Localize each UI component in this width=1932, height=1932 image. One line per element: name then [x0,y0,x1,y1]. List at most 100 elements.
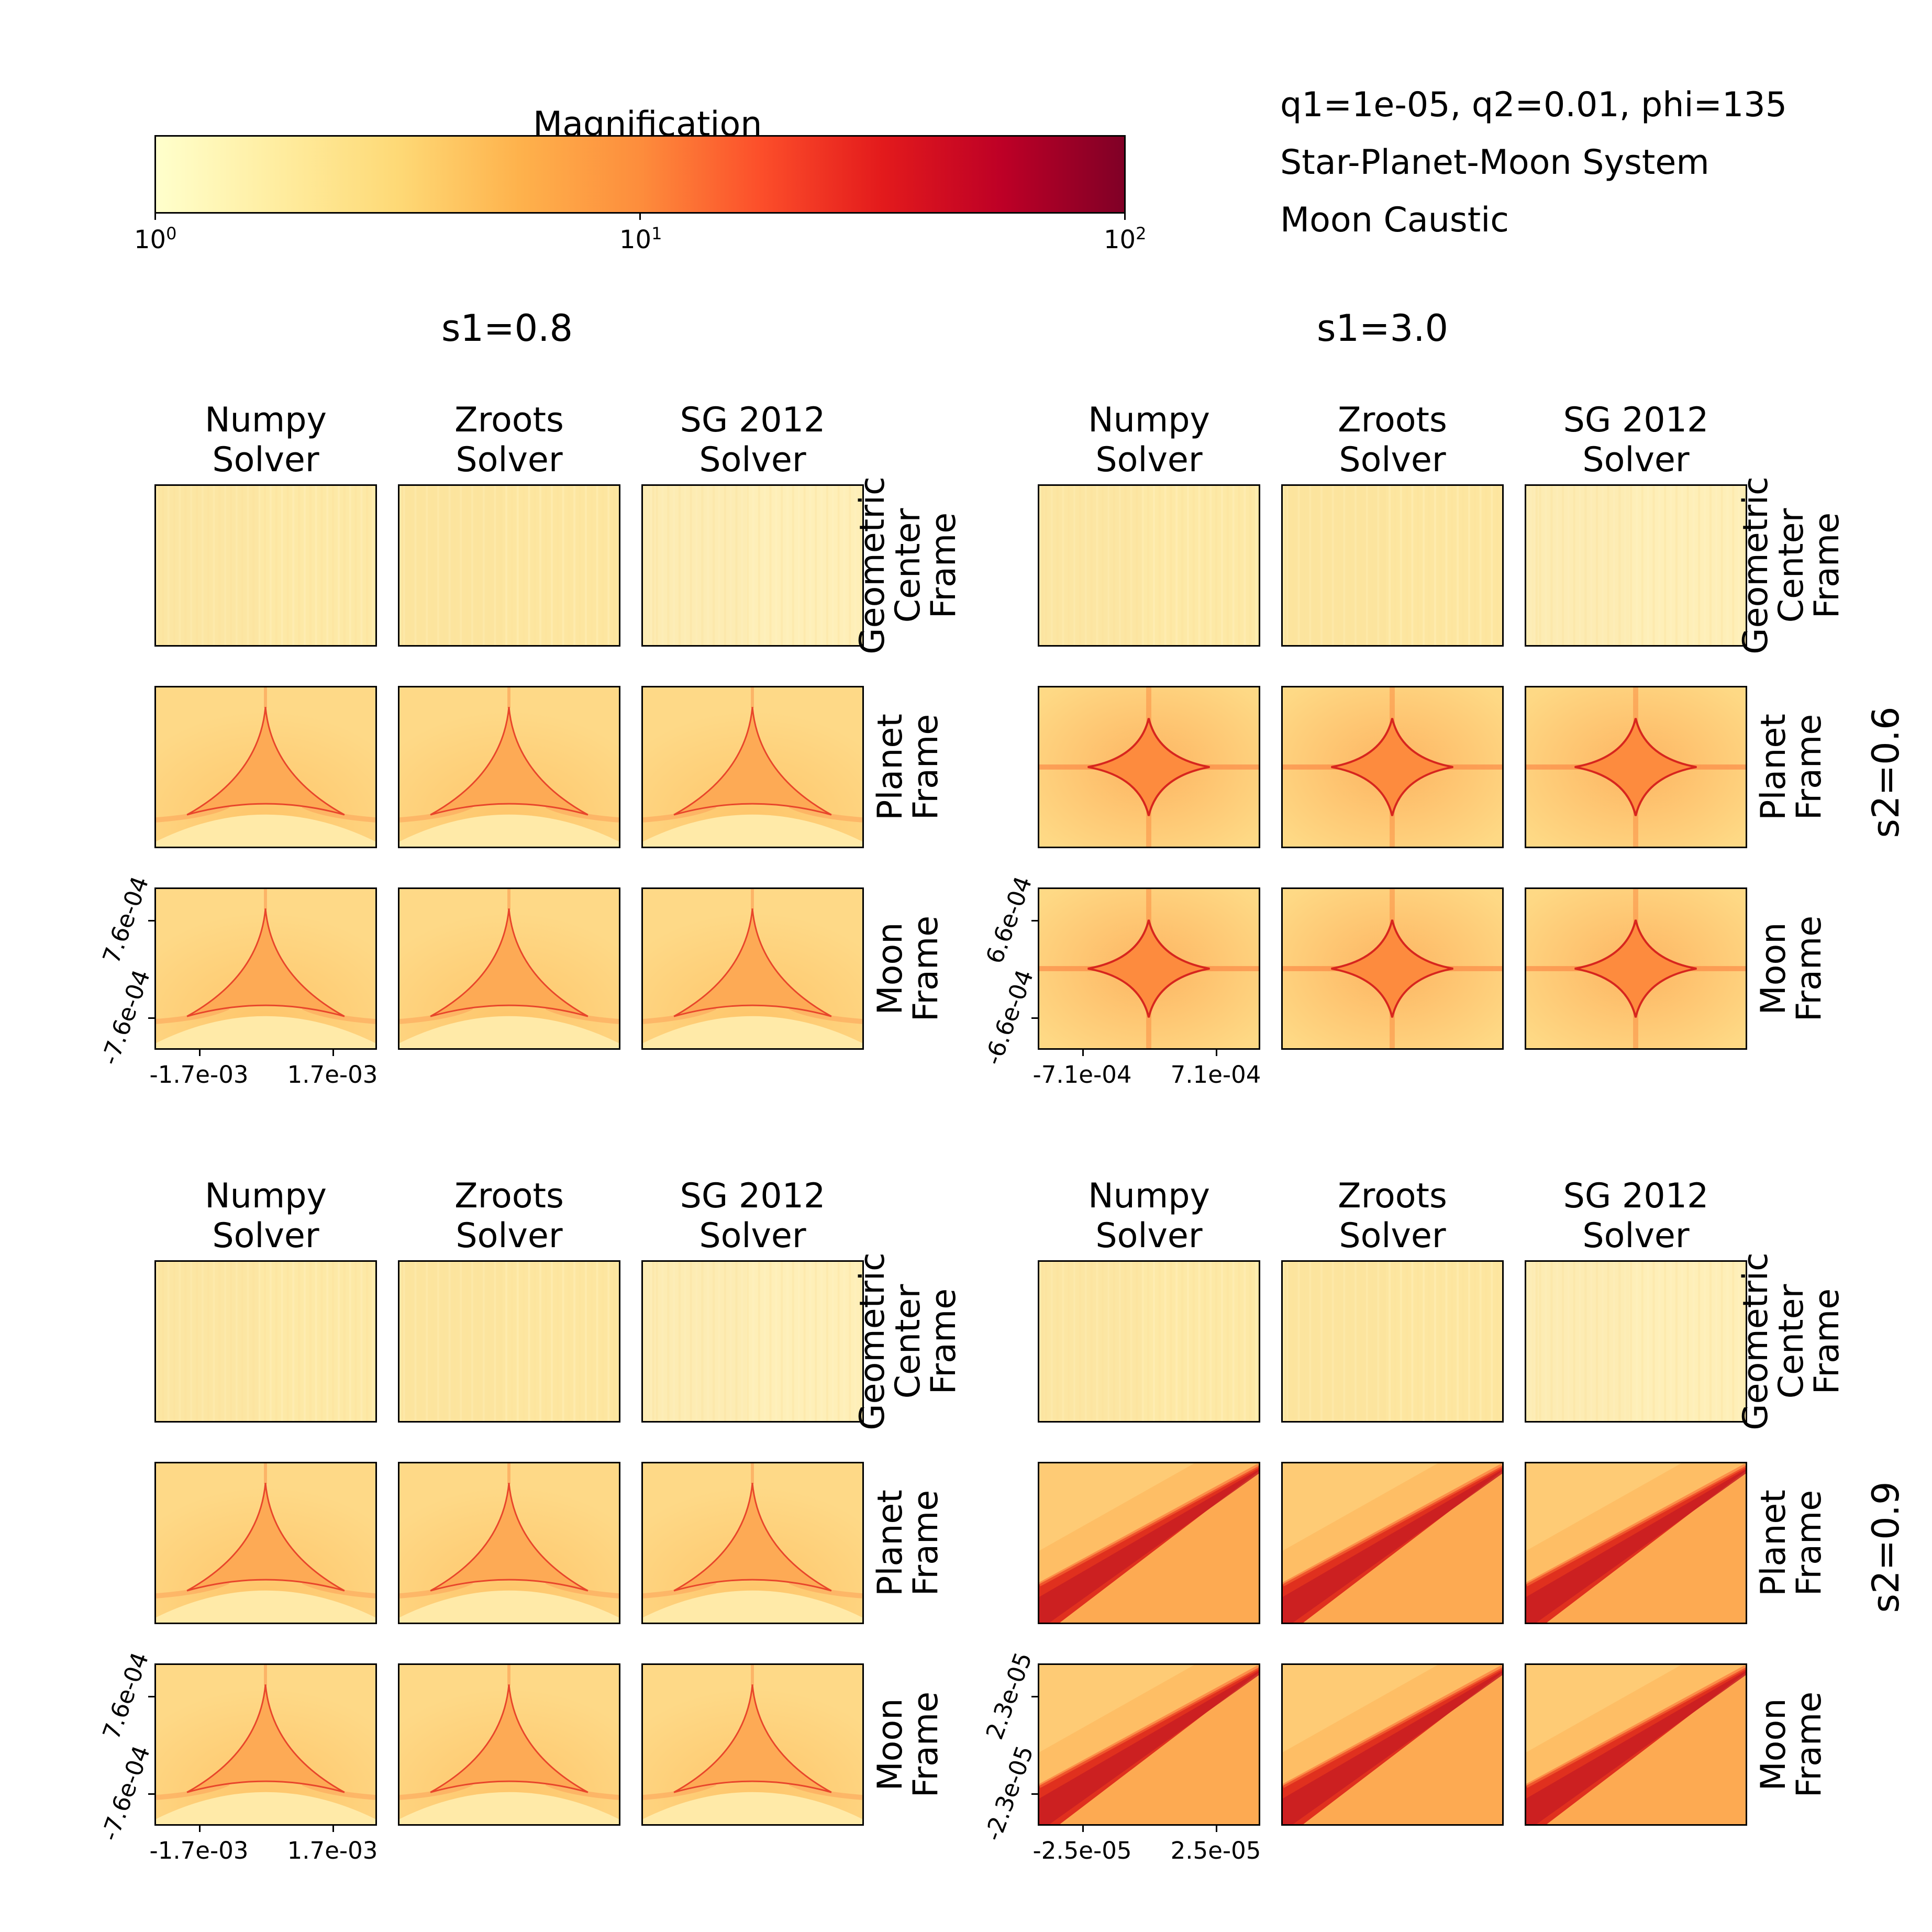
block-s1-0.8-s2-0.9-x-tick-mark-0 [199,1826,201,1832]
block-s1-3.0-s2-0.9-solver-title-1: Zroots Solver [1338,1176,1447,1256]
block-s1-0.8-s2-0.6-planet-panel-1 [398,686,620,848]
column-title-s1-0.8: s1=0.8 [441,307,573,350]
block-s1-3.0-s2-0.6-planet-panel-1 [1281,686,1504,848]
block-s1-3.0-s2-0.6-moon-panel-2 [1525,887,1747,1050]
block-s1-3.0-s2-0.9-geometric-panel-2 [1525,1260,1747,1423]
block-s1-3.0-s2-0.6-solver-title-1: Zroots Solver [1338,401,1447,480]
row-title-s2-0.9: s2=0.9 [1864,1481,1907,1613]
block-s1-0.8-s2-0.9-geometric-panel-0 [154,1260,377,1423]
block-s1-3.0-s2-0.9-planet-panel-2 [1525,1462,1747,1624]
block-s1-3.0-s2-0.6-frame-label-geometric: Geometric Center Frame [1736,476,1847,654]
block-s1-0.8-s2-0.6-solver-title-2: SG 2012 Solver [680,401,826,480]
block-s1-0.8-s2-0.6-y-tick-mark-0 [148,920,154,921]
block-s1-0.8-s2-0.9-frame-label-moon: Moon Frame [871,1691,946,1798]
colorbar-tick-100: 102 [1104,224,1147,254]
block-s1-0.8-s2-0.6-solver-title-0: Numpy Solver [205,401,327,480]
block-s1-0.8-s2-0.9-moon-panel-0 [154,1663,377,1826]
row-title-s2-0.6: s2=0.6 [1864,706,1907,838]
block-s1-3.0-s2-0.9-frame-label-moon: Moon Frame [1754,1691,1829,1798]
block-s1-3.0-s2-0.6-solver-title-0: Numpy Solver [1088,401,1210,480]
block-s1-0.8-s2-0.9-solver-title-1: Zroots Solver [454,1176,564,1256]
block-s1-3.0-s2-0.9-y-tick-mark-0 [1031,1696,1038,1697]
block-s1-3.0-s2-0.6-planet-panel-0 [1038,686,1260,848]
block-s1-3.0-s2-0.6-solver-title-2: SG 2012 Solver [1563,401,1709,480]
block-s1-0.8-s2-0.9-frame-label-geometric: Geometric Center Frame [853,1252,963,1430]
block-s1-3.0-s2-0.9-moon-panel-1 [1281,1663,1504,1826]
block-s1-3.0-s2-0.6-x-tick-label-1: 7.1e-04 [1170,1061,1261,1089]
block-s1-0.8-s2-0.6-geometric-panel-2 [641,484,864,647]
block-s1-3.0-s2-0.9-moon-panel-2 [1525,1663,1747,1826]
info-params: q1=1e-05, q2=0.01, phi=135 [1280,85,1787,125]
block-s1-0.8-s2-0.6-solver-title-1: Zroots Solver [454,401,564,480]
block-s1-0.8-s2-0.6-frame-label-geometric: Geometric Center Frame [853,476,963,654]
block-s1-0.8-s2-0.6-planet-panel-2 [641,686,864,848]
block-s1-3.0-s2-0.6-x-tick-label-0: -7.1e-04 [1032,1061,1132,1089]
block-s1-3.0-s2-0.6-y-tick-mark-1 [1031,1017,1038,1019]
info-caustic: Moon Caustic [1280,201,1509,240]
block-s1-0.8-s2-0.6-planet-panel-0 [154,686,377,848]
block-s1-0.8-s2-0.9-y-tick-mark-0 [148,1696,154,1697]
block-s1-3.0-s2-0.6-geometric-panel-2 [1525,484,1747,647]
block-s1-0.8-s2-0.6-y-tick-label-1: -7.6e-04 [95,966,156,1069]
block-s1-3.0-s2-0.9-planet-panel-1 [1281,1462,1504,1624]
block-s1-3.0-s2-0.6-geometric-panel-1 [1281,484,1504,647]
block-s1-3.0-s2-0.6-y-tick-mark-0 [1031,920,1038,921]
block-s1-3.0-s2-0.6-x-tick-mark-0 [1082,1050,1084,1056]
block-s1-0.8-s2-0.6-frame-label-moon: Moon Frame [871,915,946,1022]
colorbar-tick-1: 100 [134,224,177,254]
block-s1-3.0-s2-0.6-x-tick-mark-1 [1216,1050,1217,1056]
block-s1-3.0-s2-0.9-y-tick-label-0: 2.3e-05 [980,1648,1038,1744]
block-s1-3.0-s2-0.6-geometric-panel-0 [1038,484,1260,647]
block-s1-0.8-s2-0.6-x-tick-mark-1 [332,1050,334,1056]
block-s1-0.8-s2-0.6-frame-label-planet: Planet Frame [871,714,946,820]
block-s1-0.8-s2-0.6-moon-panel-0 [154,887,377,1050]
block-s1-3.0-s2-0.9-geometric-panel-1 [1281,1260,1504,1423]
block-s1-3.0-s2-0.6-frame-label-moon: Moon Frame [1754,915,1829,1022]
block-s1-3.0-s2-0.6-y-tick-label-1: -6.6e-04 [979,966,1039,1069]
block-s1-3.0-s2-0.6-moon-panel-1 [1281,887,1504,1050]
column-title-s1-3.0: s1=3.0 [1317,307,1448,350]
block-s1-0.8-s2-0.9-y-tick-label-1: -7.6e-04 [95,1742,156,1845]
block-s1-3.0-s2-0.9-planet-panel-0 [1038,1462,1260,1624]
block-s1-3.0-s2-0.6-frame-label-planet: Planet Frame [1754,714,1829,820]
block-s1-3.0-s2-0.9-solver-title-2: SG 2012 Solver [1563,1176,1709,1256]
block-s1-0.8-s2-0.6-geometric-panel-0 [154,484,377,647]
block-s1-3.0-s2-0.9-solver-title-0: Numpy Solver [1088,1176,1210,1256]
colorbar [154,135,1126,214]
block-s1-3.0-s2-0.6-planet-panel-2 [1525,686,1747,848]
block-s1-0.8-s2-0.6-moon-panel-1 [398,887,620,1050]
block-s1-3.0-s2-0.9-x-tick-label-0: -2.5e-05 [1032,1837,1132,1864]
block-s1-0.8-s2-0.6-geometric-panel-1 [398,484,620,647]
block-s1-3.0-s2-0.9-y-tick-label-1: -2.3e-05 [979,1742,1039,1845]
block-s1-0.8-s2-0.9-x-tick-label-1: 1.7e-03 [287,1837,378,1864]
block-s1-0.8-s2-0.9-solver-title-2: SG 2012 Solver [680,1176,826,1256]
block-s1-0.8-s2-0.9-planet-panel-2 [641,1462,864,1624]
block-s1-0.8-s2-0.9-x-tick-mark-1 [332,1826,334,1832]
block-s1-3.0-s2-0.9-x-tick-mark-0 [1082,1826,1084,1832]
colorbar-tick-10: 101 [619,224,662,254]
block-s1-0.8-s2-0.9-geometric-panel-2 [641,1260,864,1423]
block-s1-0.8-s2-0.6-y-tick-mark-1 [148,1017,154,1019]
block-s1-0.8-s2-0.9-y-tick-mark-1 [148,1793,154,1795]
block-s1-3.0-s2-0.6-moon-panel-0 [1038,887,1260,1050]
block-s1-3.0-s2-0.9-x-tick-label-1: 2.5e-05 [1170,1837,1261,1864]
block-s1-0.8-s2-0.9-planet-panel-1 [398,1462,620,1624]
block-s1-0.8-s2-0.6-moon-panel-2 [641,887,864,1050]
block-s1-3.0-s2-0.9-geometric-panel-0 [1038,1260,1260,1423]
block-s1-0.8-s2-0.6-x-tick-mark-0 [199,1050,201,1056]
info-system: Star-Planet-Moon System [1280,143,1709,182]
block-s1-0.8-s2-0.9-frame-label-planet: Planet Frame [871,1490,946,1596]
block-s1-0.8-s2-0.9-x-tick-label-0: -1.7e-03 [149,1837,249,1864]
block-s1-0.8-s2-0.9-moon-panel-2 [641,1663,864,1826]
block-s1-3.0-s2-0.6-y-tick-label-0: 6.6e-04 [980,872,1038,968]
block-s1-0.8-s2-0.6-x-tick-label-1: 1.7e-03 [287,1061,378,1089]
block-s1-0.8-s2-0.9-y-tick-label-0: 7.6e-04 [97,1648,154,1744]
block-s1-0.8-s2-0.6-y-tick-label-0: 7.6e-04 [97,872,154,968]
block-s1-3.0-s2-0.9-frame-label-geometric: Geometric Center Frame [1736,1252,1847,1430]
block-s1-0.8-s2-0.6-x-tick-label-0: -1.7e-03 [149,1061,249,1089]
block-s1-0.8-s2-0.9-solver-title-0: Numpy Solver [205,1176,327,1256]
block-s1-0.8-s2-0.9-geometric-panel-1 [398,1260,620,1423]
block-s1-0.8-s2-0.9-planet-panel-0 [154,1462,377,1624]
block-s1-0.8-s2-0.9-moon-panel-1 [398,1663,620,1826]
block-s1-3.0-s2-0.9-x-tick-mark-1 [1216,1826,1217,1832]
